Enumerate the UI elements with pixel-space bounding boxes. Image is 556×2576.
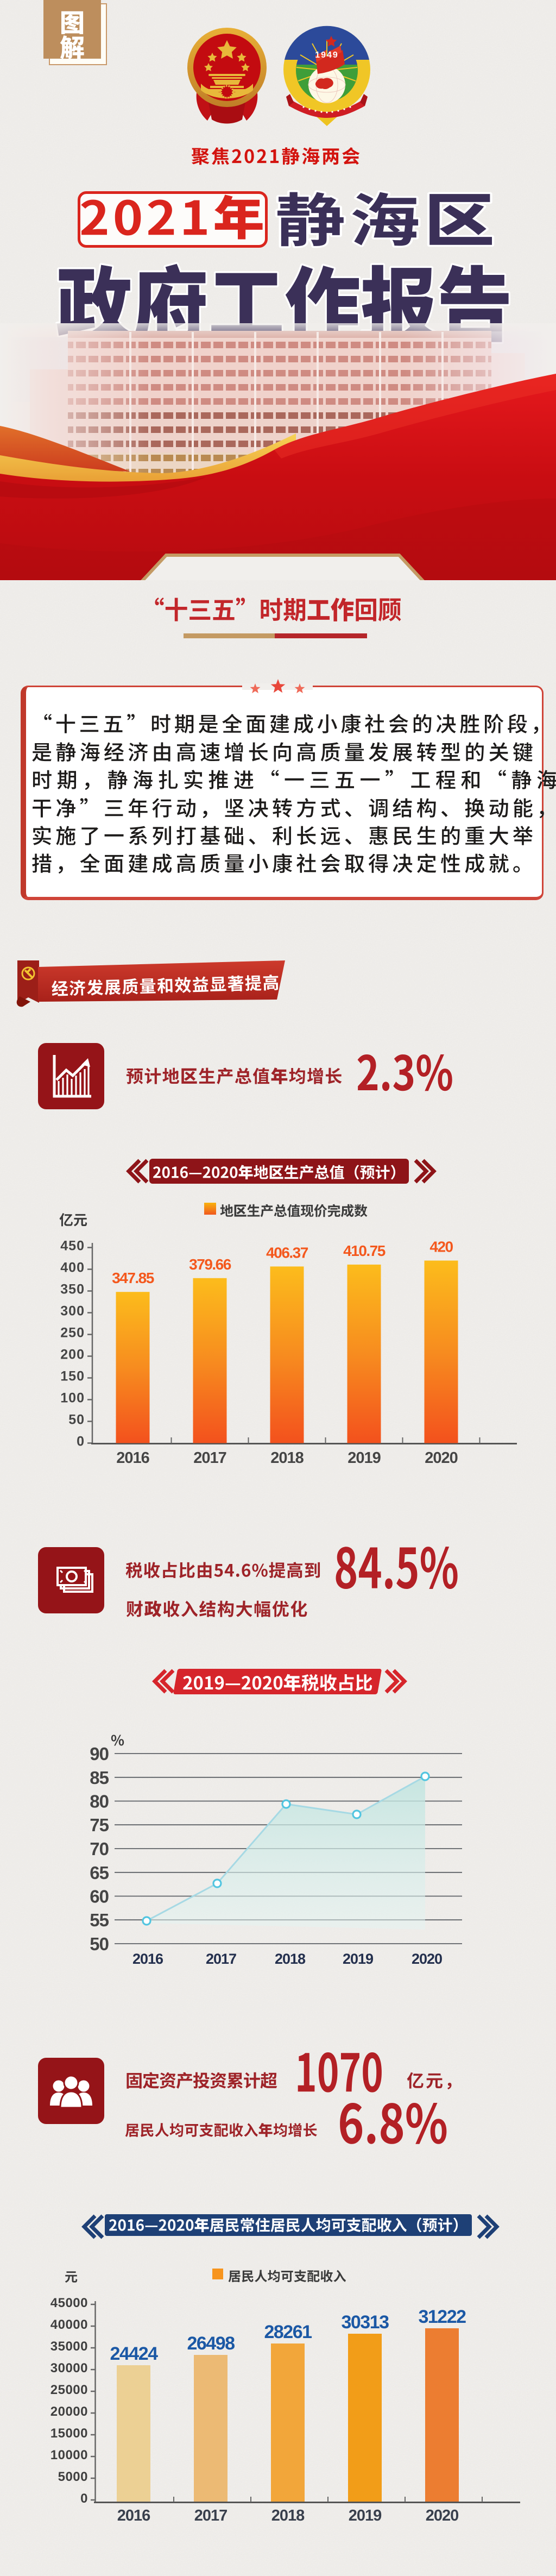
svg-text:2017: 2017 bbox=[206, 1951, 236, 1967]
svg-text:70: 70 bbox=[90, 1839, 109, 1859]
svg-text:2020: 2020 bbox=[426, 2507, 459, 2524]
svg-text:2019: 2019 bbox=[348, 1449, 381, 1467]
svg-text:26498: 26498 bbox=[187, 2333, 235, 2354]
svg-text:35000: 35000 bbox=[50, 2339, 88, 2354]
svg-text:2017: 2017 bbox=[194, 2507, 228, 2524]
svg-text:60: 60 bbox=[90, 1887, 109, 1907]
svg-text:406.37: 406.37 bbox=[266, 1244, 308, 1261]
svg-text:379.66: 379.66 bbox=[189, 1256, 231, 1273]
svg-text:0: 0 bbox=[80, 2491, 88, 2506]
svg-text:20000: 20000 bbox=[50, 2404, 88, 2419]
svg-text:40000: 40000 bbox=[50, 2317, 88, 2332]
svg-text:2018: 2018 bbox=[270, 1449, 304, 1467]
svg-text:30313: 30313 bbox=[341, 2312, 389, 2333]
svg-text:410.75: 410.75 bbox=[343, 1242, 386, 1259]
svg-text:25000: 25000 bbox=[50, 2383, 88, 2397]
svg-text:50: 50 bbox=[90, 1934, 109, 1954]
svg-text:80: 80 bbox=[90, 1792, 109, 1812]
svg-text:450: 450 bbox=[60, 1239, 85, 1254]
svg-text:24424: 24424 bbox=[110, 2343, 158, 2364]
svg-text:0: 0 bbox=[77, 1434, 85, 1449]
svg-text:2019: 2019 bbox=[343, 1951, 374, 1967]
svg-text:45000: 45000 bbox=[50, 2296, 88, 2310]
svg-text:2018: 2018 bbox=[271, 2507, 305, 2524]
svg-text:2016: 2016 bbox=[116, 1449, 149, 1467]
svg-text:10000: 10000 bbox=[50, 2448, 88, 2462]
svg-text:5000: 5000 bbox=[58, 2470, 88, 2484]
svg-text:30000: 30000 bbox=[50, 2361, 88, 2376]
svg-text:55: 55 bbox=[90, 1910, 109, 1930]
svg-text:1949: 1949 bbox=[315, 51, 339, 60]
svg-text:2016: 2016 bbox=[117, 2507, 150, 2524]
svg-text:2019: 2019 bbox=[349, 2507, 382, 2524]
svg-text:90: 90 bbox=[90, 1744, 109, 1764]
svg-text:2018: 2018 bbox=[275, 1951, 306, 1967]
svg-text:400: 400 bbox=[60, 1260, 85, 1276]
svg-text:50: 50 bbox=[68, 1412, 85, 1428]
svg-text:100: 100 bbox=[60, 1391, 85, 1406]
svg-text:150: 150 bbox=[60, 1369, 85, 1384]
svg-text:250: 250 bbox=[60, 1325, 85, 1341]
svg-text:31222: 31222 bbox=[418, 2307, 466, 2327]
svg-text:2020: 2020 bbox=[425, 1449, 458, 1467]
svg-text:75: 75 bbox=[90, 1815, 109, 1835]
svg-text:28261: 28261 bbox=[264, 2322, 312, 2342]
svg-text:2017: 2017 bbox=[193, 1449, 226, 1467]
svg-text:2016: 2016 bbox=[132, 1951, 163, 1967]
svg-text:85: 85 bbox=[90, 1768, 109, 1788]
svg-text:350: 350 bbox=[60, 1282, 85, 1297]
svg-text:65: 65 bbox=[90, 1863, 109, 1883]
svg-text:2020: 2020 bbox=[412, 1951, 442, 1967]
svg-text:200: 200 bbox=[60, 1347, 85, 1362]
svg-text:300: 300 bbox=[60, 1304, 85, 1319]
svg-text:15000: 15000 bbox=[50, 2426, 88, 2441]
svg-text:347.85: 347.85 bbox=[112, 1270, 154, 1286]
svg-text:420: 420 bbox=[429, 1239, 453, 1255]
